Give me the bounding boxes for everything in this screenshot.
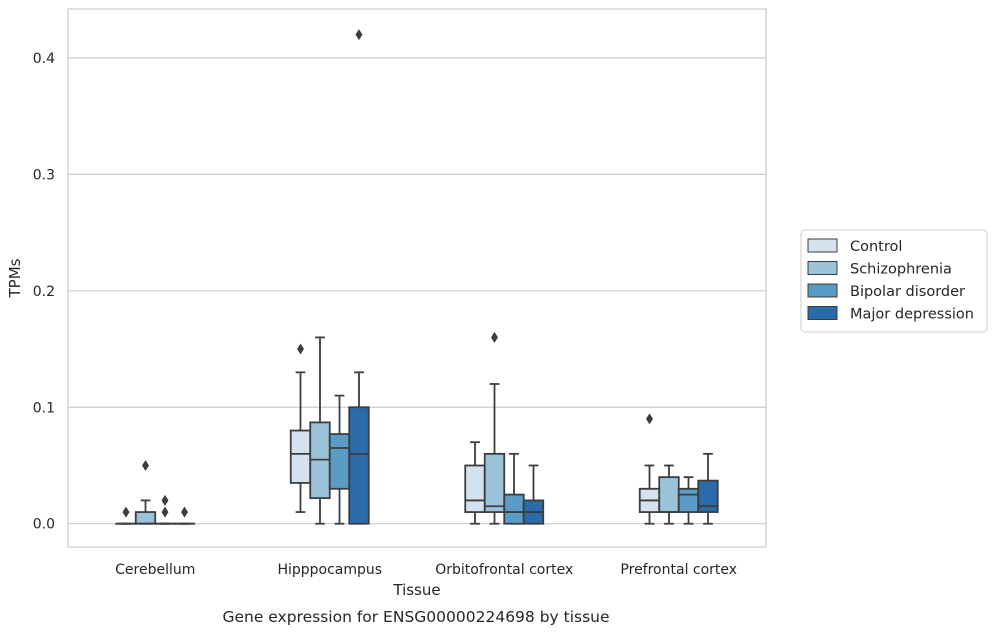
box-hipppocampus-major-depression bbox=[348, 29, 370, 525]
legend-swatch bbox=[807, 283, 838, 298]
x-tick-label: Prefrontal cortex bbox=[620, 562, 737, 578]
outlier-point bbox=[297, 343, 304, 355]
iqr-box bbox=[483, 452, 506, 513]
iqr-box bbox=[134, 511, 157, 525]
plot-frame bbox=[67, 8, 767, 548]
box-cerebellum-bipolar-disorder bbox=[154, 494, 176, 525]
x-tick-label: Orbitofrontal cortex bbox=[435, 562, 573, 578]
iqr-box bbox=[503, 493, 525, 525]
iqr-box bbox=[348, 406, 370, 525]
box-plots bbox=[115, 29, 719, 525]
box-prefrontal-cortex-control bbox=[638, 413, 661, 525]
box-cerebellum-schizophrenia bbox=[134, 459, 157, 525]
iqr-box bbox=[328, 433, 351, 490]
outlier-point bbox=[161, 506, 169, 518]
y-tick-label: 0.2 bbox=[33, 284, 55, 300]
grid-lines bbox=[68, 57, 766, 525]
box-orbitofrontal-cortex-schizophrenia bbox=[483, 331, 506, 525]
y-tick-label: 0.3 bbox=[33, 167, 55, 183]
box-prefrontal-cortex-schizophrenia bbox=[658, 464, 680, 525]
y-tick-label: 0.4 bbox=[33, 51, 55, 67]
legend-frame bbox=[800, 229, 988, 333]
x-tick-labels: Cerebellum Hipppocampus Orbitofrontal cort… bbox=[115, 562, 737, 578]
legend: Control Schizophrenia Bipolar disorder Majo… bbox=[800, 229, 988, 333]
y-tick-label: 0.0 bbox=[33, 517, 55, 533]
x-axis-label: Tissue bbox=[392, 581, 440, 599]
figure-caption: Gene expression for ENSG00000224698 by t… bbox=[222, 608, 609, 626]
x-tick-label: Hipppocampus bbox=[277, 562, 382, 578]
box-prefrontal-cortex-bipolar-disorder bbox=[677, 476, 700, 525]
legend-swatch bbox=[807, 261, 838, 275]
iqr-box bbox=[658, 476, 680, 513]
outlier-point bbox=[355, 29, 363, 41]
iqr-box bbox=[464, 464, 486, 513]
box-orbitofrontal-cortex-major-depression bbox=[522, 464, 545, 525]
x-tick-label: Cerebellum bbox=[115, 562, 195, 578]
legend-label: Bipolar disorder bbox=[850, 284, 965, 300]
outlier-point bbox=[122, 506, 130, 518]
legend-label: Schizophrenia bbox=[850, 262, 952, 278]
legend-label: Major depression bbox=[850, 307, 974, 323]
box-orbitofrontal-cortex-control bbox=[464, 441, 486, 525]
legend-label: Control bbox=[850, 239, 902, 255]
outlier-point bbox=[142, 459, 149, 471]
outlier-point bbox=[161, 494, 169, 506]
legend-swatch bbox=[807, 306, 838, 320]
box-cerebellum-control bbox=[115, 506, 137, 525]
outlier-point bbox=[491, 331, 498, 343]
box-hipppocampus-control bbox=[289, 343, 312, 513]
iqr-box bbox=[697, 479, 719, 513]
box-hipppocampus-schizophrenia bbox=[309, 336, 331, 525]
box-prefrontal-cortex-major-depression bbox=[697, 452, 719, 525]
y-tick-labels: 0.0 0.1 0.2 0.3 0.4 bbox=[33, 51, 55, 533]
box-orbitofrontal-cortex-bipolar-disorder bbox=[503, 452, 525, 525]
box-cerebellum-major-depression bbox=[173, 506, 196, 525]
y-axis-label: TPMs bbox=[6, 258, 24, 298]
outlier-point bbox=[646, 413, 653, 425]
iqr-box bbox=[289, 429, 312, 484]
iqr-box bbox=[677, 487, 700, 513]
legend-swatch bbox=[807, 238, 838, 253]
outlier-point bbox=[181, 506, 188, 518]
box-hipppocampus-bipolar-disorder bbox=[328, 394, 351, 525]
y-tick-label: 0.1 bbox=[33, 400, 55, 416]
